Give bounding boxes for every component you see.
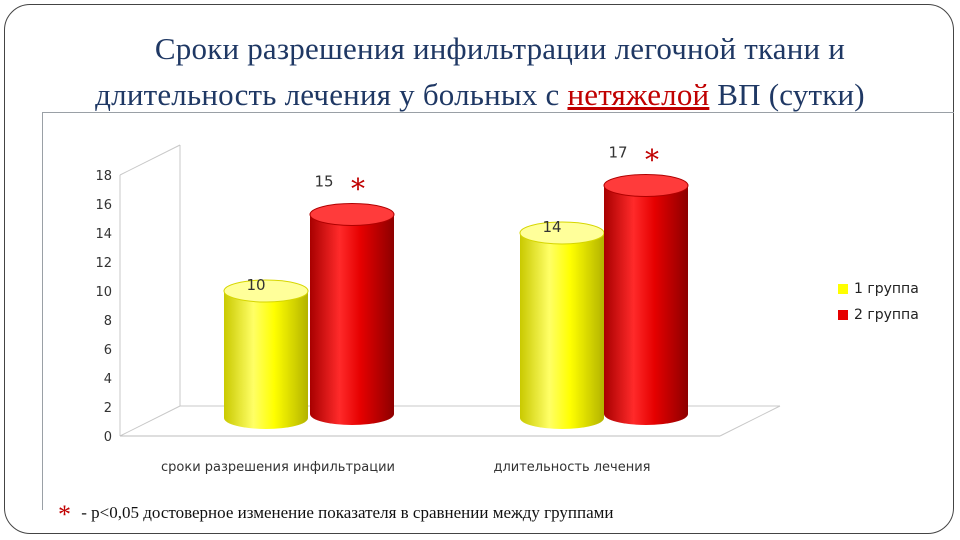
title-line-2: длительность лечения у больных с нетяжел…: [6, 72, 954, 118]
legend-swatch-group-1: [838, 284, 848, 294]
slide-frame: [4, 4, 954, 534]
y-tick-label: 14: [95, 227, 112, 242]
bar-cylinder-top: [603, 174, 689, 197]
y-tick-label: 2: [104, 401, 112, 416]
significance-star: *: [645, 144, 659, 177]
bar-cylinder-top: [519, 221, 605, 245]
y-tick-label: 16: [95, 198, 112, 213]
slide-title: Сроки разрешения инфильтрации легочной т…: [6, 26, 954, 118]
bar-cylinder-top: [223, 279, 309, 303]
legend-item-group-2: 2 группа: [838, 302, 919, 328]
data-label: 15: [314, 173, 333, 191]
title-line-2-start: длительность лечения у больных с: [95, 77, 568, 112]
data-labels: 10 15 * 14 17 *: [246, 144, 659, 295]
legend-label-group-2: 2 группа: [854, 307, 919, 323]
y-tick-label: 8: [104, 314, 112, 329]
y-axis: 0 2 4 6 8 10 12 14 16 18: [95, 169, 112, 445]
y-tick-label: 12: [95, 256, 112, 271]
title-highlight: нетяжелой: [567, 77, 710, 112]
data-label: 14: [542, 218, 561, 236]
x-category-label: длительность лечения: [493, 460, 650, 475]
title-divider: [42, 112, 954, 113]
bars: [223, 174, 689, 429]
legend-swatch-group-2: [838, 310, 848, 320]
bar-cylinder-top: [309, 203, 395, 226]
side-wall-top-edge: [119, 144, 181, 176]
footnote-text: - p<0,05 достоверное изменение показател…: [77, 503, 614, 522]
left-divider: [42, 112, 43, 510]
y-tick-label: 6: [104, 343, 112, 358]
legend: 1 группа 2 группа: [838, 276, 919, 328]
y-tick-label: 0: [104, 430, 112, 445]
y-tick-label: 4: [104, 372, 112, 387]
footnote: * - p<0,05 достоверное изменение показат…: [58, 500, 614, 530]
x-category-label: сроки разрешения инфильтрации: [161, 460, 395, 475]
data-label: 17: [608, 144, 627, 162]
title-line-1: Сроки разрешения инфильтрации легочной т…: [154, 31, 846, 66]
bar-cylinder-body: [224, 291, 308, 429]
x-axis: сроки разрешения инфильтрации длительност…: [161, 460, 651, 475]
title-line-2-end: ВП (сутки): [709, 77, 865, 112]
data-label: 10: [246, 276, 265, 294]
significance-star: *: [351, 173, 365, 206]
bar-cylinder-body: [604, 185, 688, 425]
legend-label-group-1: 1 группа: [854, 281, 919, 297]
footnote-star: *: [58, 500, 71, 529]
y-tick-label: 10: [95, 285, 112, 300]
bar-cylinder-body: [520, 233, 604, 429]
legend-item-group-1: 1 группа: [838, 276, 919, 302]
floor-left-edge: [119, 405, 181, 437]
floor-right-edge: [719, 405, 781, 437]
y-tick-label: 18: [95, 169, 112, 184]
bar-cylinder-body: [310, 214, 394, 425]
